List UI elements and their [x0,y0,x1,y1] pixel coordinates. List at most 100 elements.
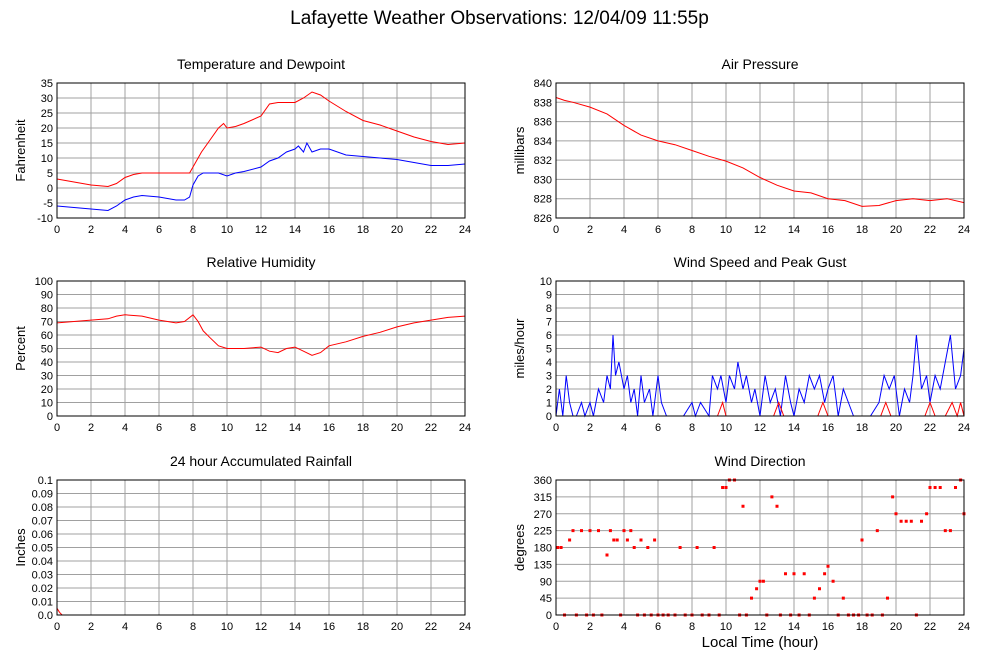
y-tick-label: 10 [41,153,53,165]
y-tick-label: 30 [41,371,53,383]
y-tick-label: 360 [534,475,552,487]
x-tick-label: 10 [720,224,732,236]
y-tick-label: 838 [534,97,552,109]
y-tick-label: 0 [546,610,552,622]
y-tick-label: 828 [534,194,552,206]
y-tick-label: 6 [546,330,552,342]
data-point [695,546,699,549]
series-line [56,141,466,212]
series-line [56,314,466,356]
x-tick-label: 2 [88,621,94,633]
plot-frame [56,82,466,219]
data-point [724,486,728,489]
data-point [721,486,725,489]
plot-frame [555,479,965,616]
x-tick-label: 4 [621,621,627,633]
data-point [792,572,796,576]
x-tick-label: 24 [459,224,471,236]
x-tick-label: 8 [689,224,695,236]
data-point [925,512,929,516]
x-tick-label: 4 [122,224,128,236]
y-tick-label: 35 [41,78,53,90]
x-tick-label: 0 [54,621,60,633]
data-point [904,519,908,523]
x-tick-label: 0 [553,224,559,236]
data-point [568,538,572,542]
y-tick-label: 0.04 [32,556,53,568]
plot-frame [555,280,965,417]
y-tick-label: 9 [546,290,552,302]
x-tick-label: 8 [689,422,695,434]
data-point [588,529,592,533]
x-tick-label: 10 [221,224,233,236]
data-point [750,596,753,600]
data-point [571,529,575,533]
y-tick-label: 225 [534,526,552,538]
data-point [605,553,609,557]
data-point [938,486,942,489]
y-tick-label: 0.03 [32,570,53,582]
x-tick-label: 20 [391,422,403,434]
plot-frame [56,479,466,616]
chart-title: 24 hour Accumulated Rainfall [170,453,352,469]
y-tick-label: 840 [534,78,552,90]
data-point [758,579,762,583]
x-tick-label: 2 [587,621,593,633]
data-point [875,529,879,533]
x-tick-label: 12 [754,422,766,434]
x-tick-label: 10 [720,621,732,633]
x-tick-label: 22 [924,422,936,434]
data-point [629,529,633,533]
y-tick-label: 315 [534,492,552,504]
data-point [608,529,612,533]
data-point [580,529,583,533]
page-title: Lafayette Weather Observations: 12/04/09… [290,8,709,29]
x-tick-label: 14 [289,224,301,236]
x-tick-label: 18 [856,224,868,236]
chart-title: Wind Speed and Peak Gust [674,254,847,270]
x-tick-label: 16 [323,621,335,633]
x-tick-label: 14 [788,422,800,434]
y-tick-label: 0.09 [32,489,53,501]
x-tick-label: 14 [289,422,301,434]
y-tick-label: 25 [41,108,53,120]
y-tick-label: 0.08 [32,502,53,514]
data-point [775,504,779,508]
data-point [612,538,616,542]
y-tick-label: 180 [534,543,552,555]
y-tick-label: 826 [534,213,552,225]
data-point [909,519,913,523]
y-tick-label: 90 [540,576,552,588]
x-tick-label: 6 [655,422,661,434]
y-tick-label: 10 [41,398,53,410]
x-tick-label: 2 [587,224,593,236]
x-tick-label: 2 [88,224,94,236]
x-tick-label: 14 [788,621,800,633]
data-point [886,596,889,600]
x-tick-label: 12 [255,422,267,434]
data-point [625,538,629,542]
y-tick-label: 270 [534,509,552,521]
x-tick-label: 4 [122,621,128,633]
y-tick-label: 7 [546,317,552,329]
data-point [899,519,903,523]
data-point [741,504,745,508]
y-tick-label: 832 [534,155,552,167]
x-tick-label: 16 [323,422,335,434]
y-tick-label: 30 [41,93,53,105]
data-point [639,538,643,542]
y-tick-label: 4 [546,357,552,369]
x-tick-label: 12 [754,621,766,633]
data-point [920,519,923,523]
x-tick-label: 24 [958,224,970,236]
data-point [928,486,932,489]
y-tick-label: 0.1 [38,475,53,487]
y-tick-label: 2 [546,384,552,396]
y-tick-label: 0.02 [32,583,53,595]
data-point [933,486,937,489]
y-tick-label: 5 [47,168,53,180]
y-tick-label: 135 [534,559,552,571]
y-tick-label: 830 [534,174,552,186]
